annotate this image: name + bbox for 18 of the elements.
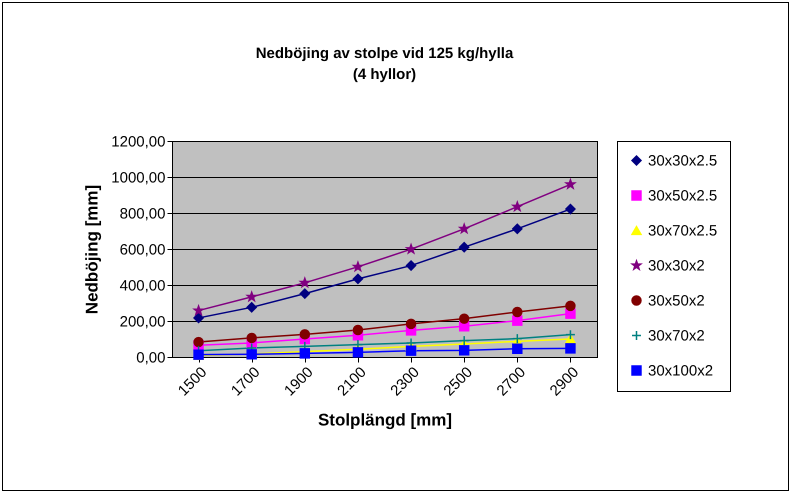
legend-label: 30x30x2.5 xyxy=(648,152,718,170)
chart-title: Nedböjing av stolpe vid 125 kg/hylla xyxy=(256,45,514,62)
legend-label: 30x70x2 xyxy=(648,328,705,344)
y-tick-label: 1200,00 xyxy=(111,134,166,150)
legend-label: 30x50x2.5 xyxy=(648,188,718,204)
y-tick-label: 400,00 xyxy=(120,278,166,294)
legend-label: 30x100x2 xyxy=(648,362,714,380)
y-axis-title: Nedböjing [mm] xyxy=(82,184,102,314)
y-tick-label: 0,00 xyxy=(136,350,166,366)
y-tick-label: 200,00 xyxy=(120,314,166,330)
legend-label: 30x50x2 xyxy=(648,292,705,310)
y-tick-label: 1000,00 xyxy=(111,170,166,186)
legend-label: 30x70x2.5 xyxy=(648,222,718,240)
y-tick-label: 600,00 xyxy=(120,242,166,258)
y-tick-label: 800,00 xyxy=(120,206,166,222)
legend-label: 30x30x2 xyxy=(648,258,705,274)
chart-subtitle: (4 hyllor) xyxy=(352,66,416,83)
x-axis-title: Stolplängd [mm] xyxy=(318,410,452,430)
